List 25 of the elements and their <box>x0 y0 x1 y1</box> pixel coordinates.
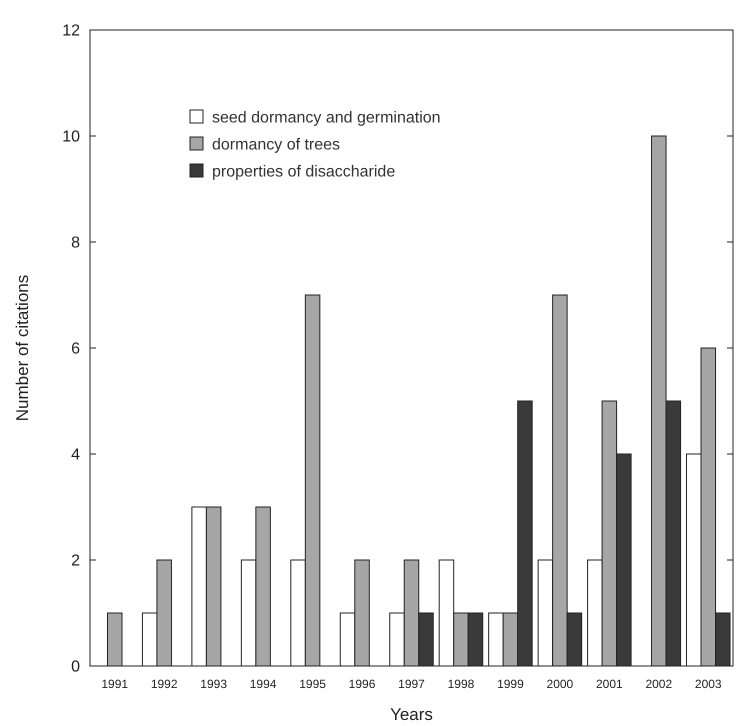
x-tick-label: 2002 <box>645 677 672 691</box>
x-tick-label: 1991 <box>101 677 128 691</box>
x-tick-label: 1996 <box>348 677 376 691</box>
y-tick-label: 8 <box>71 234 80 252</box>
legend-label: properties of disaccharide <box>212 164 396 181</box>
x-tick-label: 2003 <box>694 677 722 691</box>
x-tick-label: 1993 <box>200 677 228 691</box>
x-tick-label: 1995 <box>299 677 326 691</box>
x-tick-label: 1999 <box>497 677 524 691</box>
x-tick-label: 1998 <box>448 677 475 691</box>
y-axis-title: Number of citations <box>13 274 32 422</box>
y-tick-label: 2 <box>71 552 80 570</box>
y-tick-label: 0 <box>71 658 80 676</box>
y-tick-label: 12 <box>62 22 80 40</box>
y-tick-label: 4 <box>71 446 80 464</box>
y-tick-label: 6 <box>71 340 80 358</box>
legend-label: dormancy of trees <box>212 136 340 154</box>
y-tick-label: 10 <box>62 128 80 146</box>
x-axis-title: Years <box>390 705 433 724</box>
legend-label: seed dormancy and germination <box>212 110 441 127</box>
x-tick-label: 1994 <box>250 677 277 691</box>
x-tick-label: 2000 <box>546 677 574 691</box>
x-tick-label: 1992 <box>150 677 178 691</box>
x-tick-label: 1997 <box>398 677 426 691</box>
x-tick-label: 2001 <box>596 677 624 691</box>
